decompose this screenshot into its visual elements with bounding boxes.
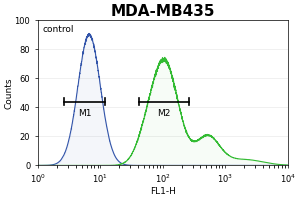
Text: control: control — [43, 25, 74, 34]
Y-axis label: Counts: Counts — [4, 77, 13, 109]
Text: M1: M1 — [78, 109, 92, 118]
X-axis label: FL1-H: FL1-H — [150, 187, 176, 196]
Text: M2: M2 — [158, 109, 171, 118]
Title: MDA-MB435: MDA-MB435 — [111, 4, 215, 19]
